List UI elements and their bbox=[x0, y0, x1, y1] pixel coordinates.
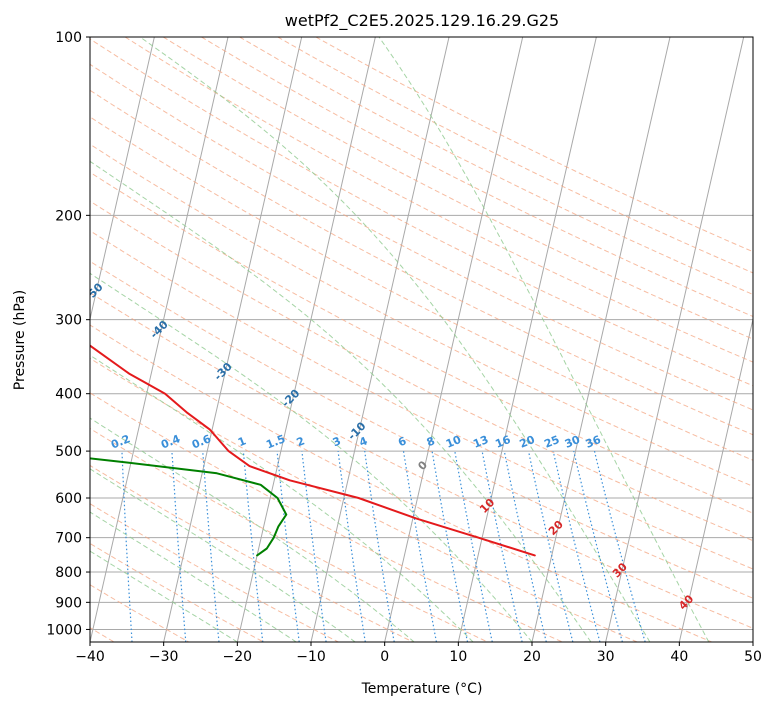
mixing-ratio-line bbox=[593, 450, 646, 642]
mixing-ratio-line bbox=[481, 450, 523, 642]
mixing-ratio-label: 8 bbox=[425, 434, 437, 449]
x-tick-label: 20 bbox=[523, 649, 541, 665]
x-tick-label: 30 bbox=[597, 649, 615, 665]
y-tick-label: 800 bbox=[55, 565, 82, 581]
mixing-ratio-line bbox=[171, 451, 187, 642]
isotherm-line bbox=[531, 37, 671, 642]
dry-adiabat-line bbox=[90, 143, 753, 487]
y-axis-label: Pressure (hPa) bbox=[12, 290, 28, 390]
dry-adiabat-line bbox=[90, 464, 414, 642]
isotherm-line bbox=[384, 37, 524, 642]
y-tick-label: 600 bbox=[55, 491, 82, 507]
isotherm-line bbox=[163, 37, 303, 642]
dry-adiabat-line bbox=[90, 171, 753, 514]
chart-title: wetPf2_C2E5.2025.129.16.29.G25 bbox=[285, 11, 559, 31]
y-tick-label: 300 bbox=[55, 313, 82, 329]
x-tick-label: −20 bbox=[223, 649, 253, 665]
moist-adiabat-line bbox=[90, 160, 592, 642]
x-tick-label: −10 bbox=[296, 649, 326, 665]
mixing-ratio-label: 10 bbox=[444, 433, 463, 451]
y-tick-label: 500 bbox=[55, 444, 82, 460]
profile-series bbox=[90, 344, 536, 557]
dry-adiabat-line bbox=[90, 392, 563, 642]
x-axis: −40 −30 −20 −10 0 10 20 30 40 50 bbox=[75, 642, 762, 665]
mixing-ratio-label: 36 bbox=[584, 433, 603, 451]
dry-adiabat-line bbox=[90, 503, 339, 642]
mixing-ratio-line bbox=[301, 451, 327, 642]
x-axis-label: Temperature (°C) bbox=[361, 681, 483, 697]
x-tick-label: 10 bbox=[449, 649, 467, 665]
isotherm-line bbox=[678, 316, 753, 642]
moist-adiabat-line bbox=[90, 468, 356, 642]
mixing-ratio-label: 30 bbox=[563, 433, 582, 451]
isotherm-line bbox=[90, 37, 229, 642]
y-tick-label: 100 bbox=[55, 30, 82, 46]
y-axis: 100 200 300 400 500 600 700 800 900 1000 bbox=[46, 30, 90, 638]
y-tick-label: 700 bbox=[55, 531, 82, 547]
mixing-ratio-line bbox=[454, 450, 493, 642]
y-tick-label: 200 bbox=[55, 208, 82, 224]
mixing-ratio-label: 20 bbox=[518, 433, 537, 451]
isotherm-line bbox=[90, 37, 155, 322]
dry-adiabat-line bbox=[90, 38, 753, 387]
dry-adiabat-line bbox=[90, 260, 753, 599]
mixing-ratio-line bbox=[202, 451, 220, 642]
moist-adiabat-line bbox=[90, 417, 415, 642]
mixing-ratio-label: 1 bbox=[236, 434, 248, 449]
y-tick-label: 400 bbox=[55, 387, 82, 403]
mixing-ratio-line bbox=[503, 450, 547, 642]
mixing-ratio-line bbox=[431, 450, 469, 642]
mixing-ratio-label: 16 bbox=[493, 433, 512, 451]
x-tick-label: −40 bbox=[75, 649, 105, 665]
dry-adiabat-line bbox=[90, 63, 753, 411]
y-tick-label: 1000 bbox=[46, 622, 82, 638]
temperature-profile-line bbox=[90, 344, 536, 557]
dry-adiabat-line bbox=[162, 37, 753, 340]
x-tick-label: 0 bbox=[380, 649, 389, 665]
mixing-ratio-label: 13 bbox=[471, 433, 490, 451]
isotherm-line bbox=[605, 37, 745, 642]
mixing-ratio-line bbox=[364, 451, 395, 642]
isotherm-line bbox=[236, 37, 376, 642]
mixing-ratio-label: 2 bbox=[295, 434, 307, 449]
mixing-ratio-line bbox=[552, 450, 601, 642]
dry-adiabat-line bbox=[201, 37, 753, 318]
x-tick-label: −30 bbox=[149, 649, 179, 665]
dry-adiabat-line bbox=[90, 116, 753, 461]
moist-adiabat-line bbox=[90, 272, 533, 642]
background-lines bbox=[90, 37, 753, 642]
mixing-ratio-line bbox=[527, 450, 574, 642]
mixing-ratio-label: 25 bbox=[542, 433, 561, 451]
plot-frame bbox=[89, 36, 754, 643]
mixing-ratio-line bbox=[573, 450, 623, 642]
y-tick-label: 900 bbox=[55, 595, 82, 611]
moist-adiabat-line bbox=[139, 37, 651, 642]
mixing-ratio-line bbox=[242, 451, 264, 642]
moist-adiabat-line bbox=[90, 550, 238, 642]
mixing-ratio-label: 3 bbox=[331, 434, 343, 449]
mixing-ratio-line bbox=[276, 451, 300, 642]
dewpoint-profile-line bbox=[90, 457, 288, 557]
isotherm-line bbox=[457, 37, 597, 642]
dry-adiabat-line bbox=[90, 230, 753, 570]
x-tick-label: 40 bbox=[670, 649, 688, 665]
x-tick-label: 50 bbox=[744, 649, 762, 665]
moist-adiabat-line bbox=[90, 354, 474, 642]
dry-adiabat-line bbox=[90, 324, 712, 642]
